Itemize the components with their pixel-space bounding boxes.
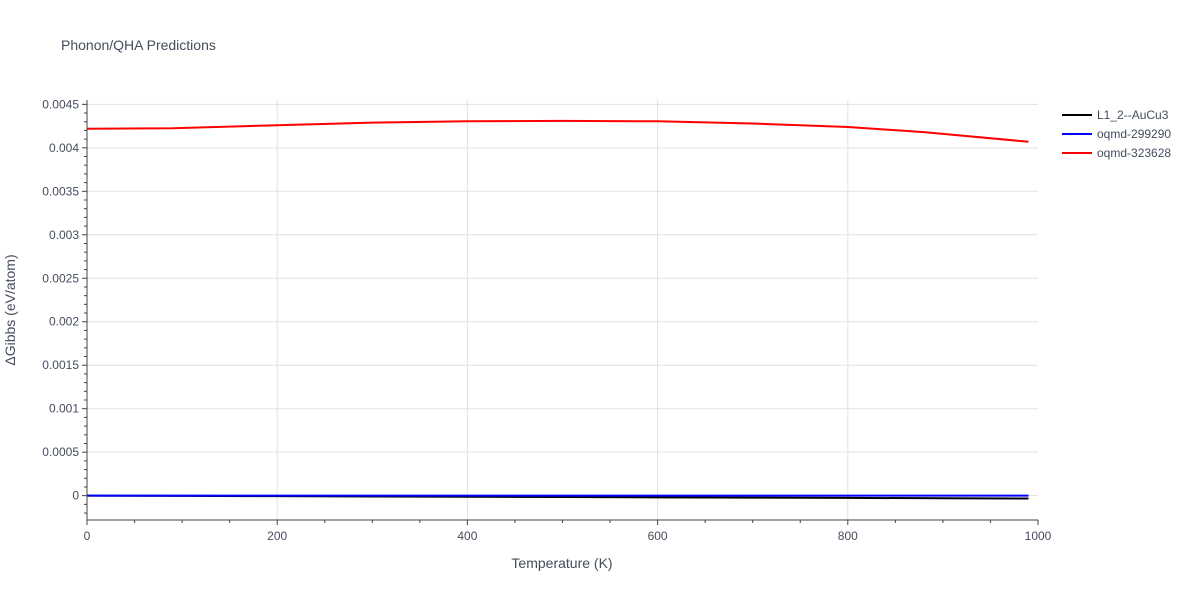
y-tick-label: 0.0045 — [42, 97, 79, 111]
y-axis-ticks: 0 0.0005 0.001 0.0015 0.002 0.0025 0.003 0.0035… — [42, 97, 79, 502]
y-tick-label: 0.002 — [49, 315, 79, 329]
y-tick-label: 0.0005 — [42, 445, 79, 459]
y-tick-label: 0.0025 — [42, 271, 79, 285]
x-tick-label: 800 — [838, 529, 858, 543]
y-tick-label: 0 — [72, 489, 79, 503]
x-tick-label: 1000 — [1025, 529, 1052, 543]
x-tick-label: 200 — [267, 529, 287, 543]
x-tick-label: 600 — [648, 529, 668, 543]
legend-label: L1_2--AuCu3 — [1097, 108, 1169, 122]
legend[interactable]: L1_2--AuCu3 oqmd-299290 oqmd-323628 — [1062, 108, 1171, 160]
legend-label: oqmd-299290 — [1097, 127, 1171, 141]
series-line-3 — [86, 119, 1029, 143]
x-tick-label: 400 — [457, 529, 477, 543]
x-axis-title: Temperature (K) — [511, 555, 612, 571]
legend-item-2[interactable]: oqmd-299290 — [1062, 127, 1171, 141]
y-tick-label: 0.0035 — [42, 184, 79, 198]
y-tick-label: 0.0015 — [42, 358, 79, 372]
axes — [82, 100, 1039, 525]
x-tick-label: 0 — [84, 529, 91, 543]
legend-item-1[interactable]: L1_2--AuCu3 — [1062, 108, 1169, 122]
y-tick-label: 0.003 — [49, 228, 79, 242]
series-layer — [86, 119, 1029, 500]
y-tick-label: 0.004 — [49, 141, 79, 155]
x-axis-ticks: 0 200 400 600 800 1000 — [84, 529, 1052, 543]
y-tick-label: 0.001 — [49, 402, 79, 416]
legend-item-3[interactable]: oqmd-323628 — [1062, 146, 1171, 160]
y-axis-title: ΔGibbs (eV/atom) — [2, 254, 18, 365]
grid — [87, 100, 1038, 520]
chart-title: Phonon/QHA Predictions — [61, 37, 216, 53]
legend-label: oqmd-323628 — [1097, 146, 1171, 160]
